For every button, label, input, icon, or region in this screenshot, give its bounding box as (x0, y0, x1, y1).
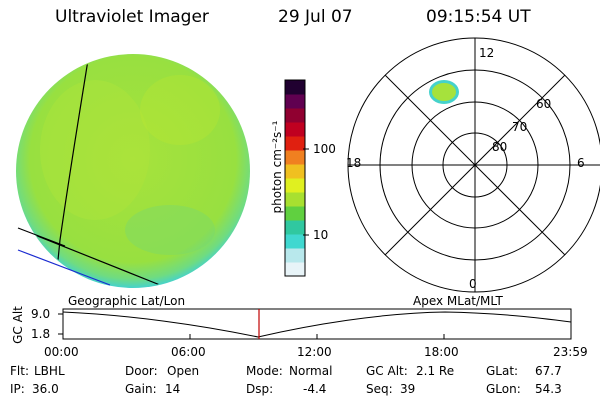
color-scale-bar (284, 79, 306, 277)
info-flt-key: Flt: (10, 364, 29, 378)
colorbar-segment (285, 80, 305, 95)
timeline-left-title: Geographic Lat/Lon (68, 294, 186, 308)
x-tick-label-0000: 00:00 (44, 345, 79, 359)
info-glat-value: 67.7 (535, 364, 562, 378)
earth-disk (16, 54, 250, 288)
earth-disk-image (16, 54, 250, 288)
lat-label-80: 80 (492, 140, 508, 154)
app-title: Ultraviolet Imager (55, 7, 209, 27)
info-dsp-key: Dsp: (246, 382, 274, 396)
altitude-curve (63, 311, 571, 338)
y-tick-label-1-8: 1.8 (31, 327, 51, 341)
colorbar-segment (285, 136, 305, 151)
info-mode-value: Normal (289, 364, 333, 378)
colorbar-segment (285, 206, 305, 221)
polar-plot (347, 37, 600, 293)
x-tick-label-2359: 23:59 (553, 345, 588, 359)
timeline-right-title: Apex MLat/MLT (413, 294, 503, 308)
mlt-label-0: 0 (469, 277, 477, 291)
info-gcalt-key: GC Alt: (366, 364, 408, 378)
mlt-label-18: 18 (346, 156, 362, 170)
colorbar-segment (285, 150, 305, 165)
timeline-y-axis-label: GC Alt (11, 306, 25, 344)
colorbar-segment (285, 178, 305, 193)
coastline (17, 249, 111, 286)
info-door-key: Door: (125, 364, 158, 378)
colorbar-segment (285, 122, 305, 137)
colorbar-frame (284, 79, 306, 277)
colorbar-segment (285, 248, 305, 263)
colorbar-segment (285, 220, 305, 235)
colorbar-segment (285, 164, 305, 179)
info-ip-key: IP: (10, 382, 25, 396)
y-tick-label-9: 9.0 (31, 307, 51, 321)
timeline-plot (58, 308, 572, 340)
info-mode-key: Mode: (246, 364, 283, 378)
lat-label-60: 60 (536, 97, 552, 111)
polar-diagonal-2 (384, 74, 566, 256)
aurora-patch (429, 80, 459, 104)
info-gain-key: Gain: (125, 382, 157, 396)
info-seq-key: Seq: (366, 382, 393, 396)
info-glon-value: 54.3 (535, 382, 562, 396)
mlt-label-6: 6 (577, 156, 585, 170)
colorbar-segment (285, 108, 305, 123)
colorbar-tick-label-10: 10 (313, 228, 329, 242)
meridian-line (54, 59, 89, 287)
info-ip-value: 36.0 (32, 382, 59, 396)
info-seq-value: 39 (400, 382, 416, 396)
lat-label-70: 70 (512, 120, 528, 134)
colorbar-unit-label: photon cm⁻²s⁻¹ (270, 120, 284, 214)
info-glon-key: GLon: (486, 382, 521, 396)
colorbar-segment (285, 262, 305, 277)
x-tick-label-1200: 12:00 (297, 345, 332, 359)
info-flt-value: LBHL (34, 364, 65, 378)
info-dsp-value: -4.4 (303, 382, 327, 396)
info-gcalt-value: 2.1 Re (416, 364, 455, 378)
latitude-line-outer (17, 227, 66, 247)
info-gain-value: 14 (165, 382, 181, 396)
colorbar-tick-label-100: 100 (313, 142, 336, 156)
colorbar-segment (285, 94, 305, 109)
info-glat-key: GLat: (486, 364, 519, 378)
info-door-value: Open (167, 364, 200, 378)
colorbar-segment (285, 192, 305, 207)
colorbar-segment (285, 234, 305, 249)
disk-texture (17, 59, 220, 287)
date-label: 29 Jul 07 (278, 7, 353, 27)
x-tick-label-0600: 06:00 (171, 345, 206, 359)
time-label: 09:15:54 UT (426, 7, 531, 27)
mlt-label-12: 12 (479, 46, 495, 60)
x-tick-label-1800: 18:00 (424, 345, 459, 359)
